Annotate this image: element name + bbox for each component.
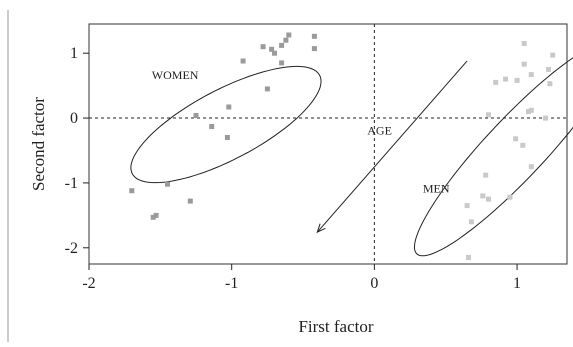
plot-frame xyxy=(89,24,567,264)
age-arrow-layer xyxy=(317,61,467,232)
data-point-men xyxy=(529,164,534,169)
data-point-men xyxy=(547,81,552,86)
x-tick-label: 1 xyxy=(513,275,521,292)
data-point-men xyxy=(480,193,485,198)
data-point-men xyxy=(529,72,534,77)
y-tick-label: 1 xyxy=(70,45,78,62)
data-point-men xyxy=(513,136,518,141)
data-point-women xyxy=(283,38,288,43)
age-arrow-line xyxy=(317,61,467,232)
data-point-men xyxy=(503,77,508,82)
data-point-men xyxy=(486,112,491,117)
data-point-men xyxy=(483,173,488,178)
data-point-men xyxy=(515,78,520,83)
x-tick-label: -2 xyxy=(82,275,95,292)
data-point-women xyxy=(312,34,317,39)
y-tick-label: 0 xyxy=(70,110,78,127)
annotation-age: AGE xyxy=(367,123,392,137)
data-point-women xyxy=(261,44,266,49)
data-point-men xyxy=(469,219,474,224)
x-axis-title: First factor xyxy=(298,317,373,336)
ellipse-men xyxy=(415,41,573,256)
data-point-men xyxy=(520,143,525,148)
y-tick-label: -2 xyxy=(65,240,78,257)
data-point-women xyxy=(129,188,134,193)
annotation-men: MEN xyxy=(423,182,450,196)
reference-lines xyxy=(89,24,567,264)
data-point-women xyxy=(241,59,246,64)
data-point-women xyxy=(188,199,193,204)
data-point-men xyxy=(543,116,548,121)
data-point-men xyxy=(550,53,555,58)
annotation-women: WOMEN xyxy=(152,68,199,82)
data-point-women xyxy=(286,33,291,38)
data-point-men xyxy=(465,203,470,208)
data-point-men xyxy=(493,80,498,85)
x-tick-label: -1 xyxy=(225,275,238,292)
data-point-women xyxy=(269,47,274,52)
data-point-men xyxy=(486,197,491,202)
data-point-women xyxy=(209,124,214,129)
data-point-men xyxy=(526,109,531,114)
data-point-women xyxy=(265,86,270,91)
data-point-women xyxy=(312,46,317,51)
data-point-men xyxy=(466,255,471,260)
y-axis-title: Second factor xyxy=(29,97,48,191)
data-point-women xyxy=(279,43,284,48)
data-point-women xyxy=(279,60,284,65)
data-point-women xyxy=(165,182,170,187)
data-point-men xyxy=(522,62,527,67)
y-tick-label: -1 xyxy=(65,175,78,192)
data-point-women xyxy=(225,135,230,140)
data-point-men xyxy=(507,195,512,200)
axis-ticks: -2 -1 0 1 1 0 -1 -2 xyxy=(65,45,521,292)
data-point-men xyxy=(546,67,551,72)
data-point-women xyxy=(154,213,159,218)
ellipse-women xyxy=(131,66,321,182)
data-point-women xyxy=(226,105,231,110)
data-point-men xyxy=(522,41,527,46)
x-tick-label: 0 xyxy=(370,275,378,292)
data-points xyxy=(129,33,555,261)
data-point-women xyxy=(194,113,199,118)
